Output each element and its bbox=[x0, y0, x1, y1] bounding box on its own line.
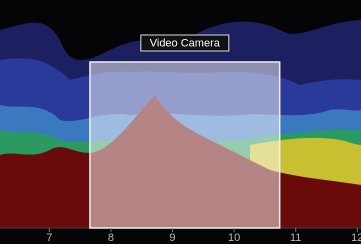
x-tick-label: 10 bbox=[228, 232, 240, 244]
selection-region bbox=[90, 62, 280, 228]
spectrogram-view: Video Camera 7 8 9 10 11 12 bbox=[0, 0, 361, 244]
x-tick-label: 7 bbox=[46, 232, 52, 244]
x-tick-label: 9 bbox=[169, 232, 175, 244]
x-tick-label: 8 bbox=[108, 232, 114, 244]
x-tick-label: 12 bbox=[351, 232, 361, 244]
selection-label: Video Camera bbox=[150, 37, 221, 49]
x-tick-label: 11 bbox=[290, 232, 301, 244]
overlay: Video Camera bbox=[90, 35, 280, 228]
